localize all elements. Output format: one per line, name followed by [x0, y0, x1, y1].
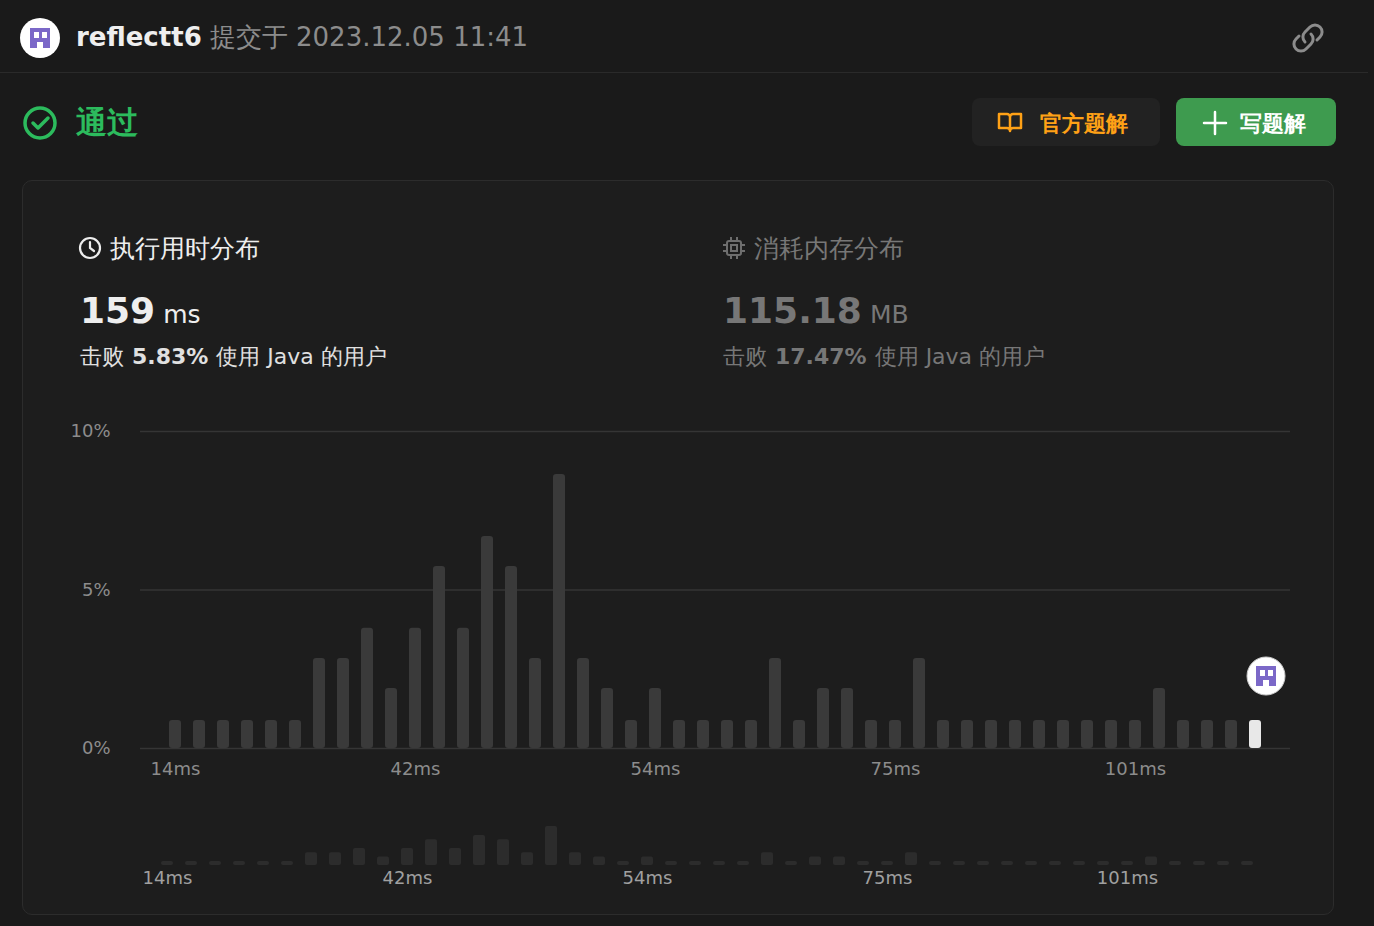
html-text:写题解: 写题解 [1240, 111, 1306, 136]
html-text:159 ms: 159 ms [80, 290, 201, 331]
svg-text:54ms: 54ms [623, 867, 673, 888]
html-text:击败 5.83% 使用 Java 的用户: 击败 5.83% 使用 Java 的用户 [80, 344, 387, 369]
svg-text:5%: 5% [82, 579, 111, 600]
html-text:执行用时分布: 执行用时分布 [110, 234, 260, 263]
svg-text:75ms: 75ms [871, 758, 921, 779]
html-text:通过: 通过 [76, 104, 138, 140]
svg-text:10%: 10% [70, 420, 110, 441]
svg-text:101ms: 101ms [1105, 758, 1166, 779]
svg-text:75ms: 75ms [863, 867, 913, 888]
svg-text:54ms: 54ms [631, 758, 681, 779]
html-text:消耗内存分布: 消耗内存分布 [754, 234, 904, 263]
svg-text:0%: 0% [82, 737, 111, 758]
svg-text:42ms: 42ms [391, 758, 441, 779]
html-text:击败 17.47% 使用 Java 的用户: 击败 17.47% 使用 Java 的用户 [723, 344, 1046, 369]
html-text:官方题解: 官方题解 [1040, 111, 1128, 136]
html-text:reflectt6 提交于 2023.12.05 11:41: reflectt6 提交于 2023.12.05 11:41 [76, 22, 529, 52]
svg-text:14ms: 14ms [143, 867, 193, 888]
svg-text:14ms: 14ms [151, 758, 201, 779]
svg-text:42ms: 42ms [383, 867, 433, 888]
svg-text:101ms: 101ms [1097, 867, 1158, 888]
html-text:115.18 MB: 115.18 MB [723, 290, 909, 331]
